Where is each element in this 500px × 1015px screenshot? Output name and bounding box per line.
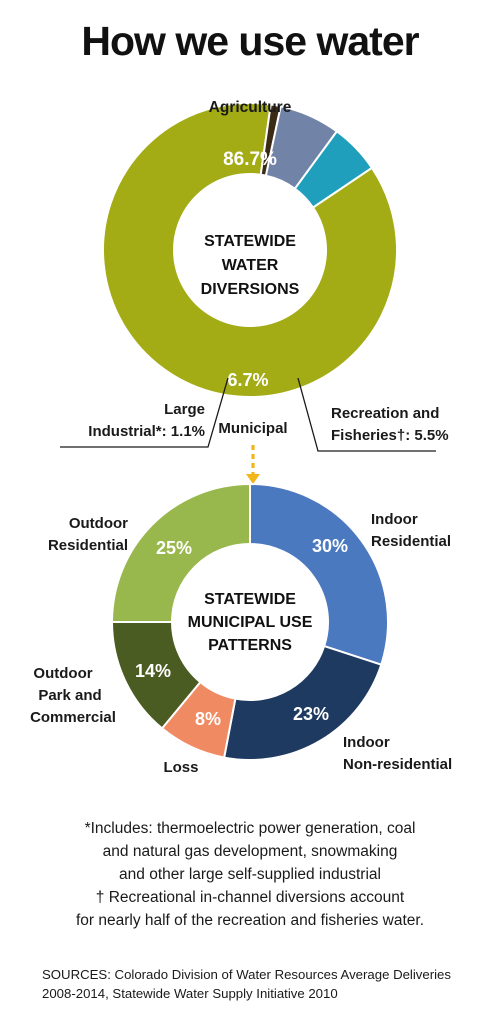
footnote-line-1: *Includes: thermoelectric power generati…	[84, 820, 416, 837]
connector-arrow-icon	[246, 474, 260, 484]
recreation-leader-line	[297, 377, 436, 452]
loss-label: Loss	[163, 759, 198, 776]
loss-percent: 8%	[195, 709, 221, 729]
indoor-residential-label-line-2: Residential	[371, 533, 451, 550]
municipal-slice-1	[222, 644, 383, 761]
outdoor-residential-label-line-2: Residential	[48, 537, 128, 554]
agriculture-percent: 86.7%	[223, 149, 277, 170]
footnote-line-2: and natural gas development, snowmaking	[102, 843, 398, 860]
footnote-line-4: † Recreational in-channel diversions acc…	[95, 889, 405, 906]
large-industrial-leader-line	[60, 377, 229, 448]
outdoor-park-label-line-2: Park and	[38, 687, 101, 704]
indoor-nonresidential-label-line-1: Indoor	[343, 734, 390, 751]
outdoor-park-label-line-3: Commercial	[30, 709, 116, 726]
indoor-residential-label-line-1: Indoor	[371, 511, 418, 528]
municipal-donut-chart	[110, 482, 389, 761]
outdoor-residential-percent: 25%	[156, 538, 192, 558]
diversions-center-line-2: WATER	[222, 257, 279, 274]
municipal-percent: 6.7%	[227, 370, 268, 390]
diversions-center-line-1: STATEWIDE	[204, 233, 296, 250]
indoor-nonresidential-percent: 23%	[293, 704, 329, 724]
sources-line-1: SOURCES: Colorado Division of Water Reso…	[42, 967, 451, 982]
municipal-center-line-2: MUNICIPAL USE	[188, 614, 313, 631]
page-title: How we use water	[81, 18, 419, 64]
recreation-label-line-1: Recreation and	[331, 405, 439, 422]
indoor-residential-percent: 30%	[312, 536, 348, 556]
municipal-label: Municipal	[218, 420, 287, 437]
diversions-slice-3	[293, 129, 374, 209]
recreation-label-line-2: Fisheries†: 5.5%	[331, 427, 449, 444]
indoor-nonresidential-label-line-2: Non-residential	[343, 756, 452, 773]
municipal-slice-4	[110, 482, 251, 623]
footnote-line-3: and other large self-supplied industrial	[119, 866, 381, 883]
municipal-center-line-1: STATEWIDE	[204, 591, 296, 608]
large-industrial-label-line-2: Industrial*: 1.1%	[88, 423, 205, 440]
sources-line-2: 2008-2014, Statewide Water Supply Initia…	[42, 986, 338, 1001]
diversions-donut-chart	[102, 102, 398, 398]
diversions-center-line-3: DIVERSIONS	[201, 281, 300, 298]
footnote-line-5: for nearly half of the recreation and fi…	[75, 912, 425, 929]
municipal-slice-0	[249, 482, 389, 666]
municipal-center-line-3: PATTERNS	[208, 637, 292, 654]
large-industrial-label-line-1: Large	[164, 401, 205, 418]
sources: SOURCES: Colorado Division of Water Reso…	[42, 965, 482, 1003]
outdoor-park-label-line-1: Outdoor	[33, 665, 92, 682]
outdoor-park-percent: 14%	[135, 661, 171, 681]
footnotes: *Includes: thermoelectric power generati…	[20, 817, 480, 932]
outdoor-residential-label-line-1: Outdoor	[69, 515, 128, 532]
diversions-slice-0	[102, 102, 398, 398]
agriculture-label: Agriculture	[209, 99, 292, 116]
